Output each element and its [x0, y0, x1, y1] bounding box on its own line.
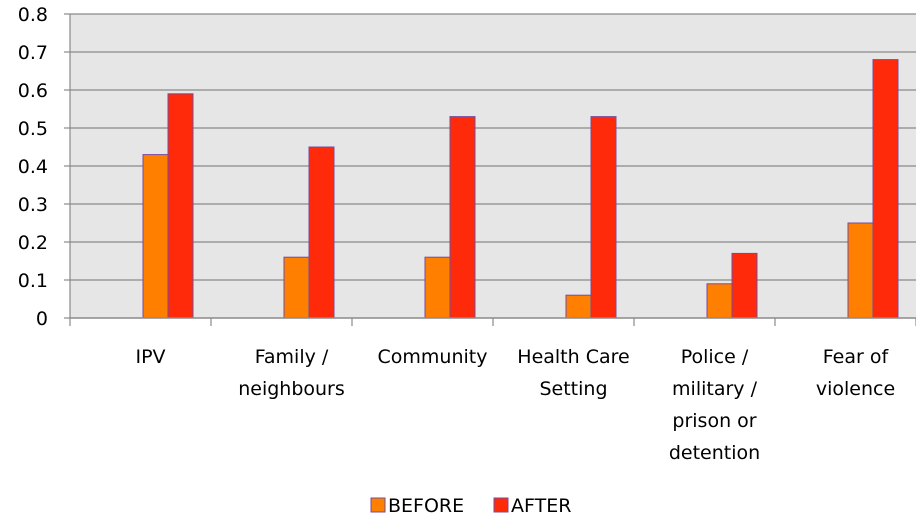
legend-swatch-before [370, 497, 386, 513]
y-tick-label: 0.7 [18, 42, 48, 64]
bar-before [847, 222, 874, 319]
legend-swatch-after [493, 497, 509, 513]
bar-after [449, 116, 476, 319]
bar-before [142, 154, 169, 319]
y-tick-label: 0.1 [18, 270, 48, 292]
bars [142, 59, 899, 319]
bar-after [872, 59, 899, 319]
y-tick-label: 0.6 [18, 80, 48, 102]
y-tick-label: 0.3 [18, 194, 48, 216]
bar-after [731, 252, 758, 319]
category-label: Fear of violence [816, 346, 895, 400]
bar-after [308, 146, 335, 319]
category-label: Police / military / prison or detention [669, 346, 760, 464]
y-tick-label: 0.8 [18, 4, 48, 26]
y-tick-label: 0 [36, 308, 48, 330]
legend-label-before: BEFORE [388, 495, 464, 517]
legend-label-after: AFTER [511, 495, 571, 517]
y-tick-label: 0.4 [18, 156, 48, 178]
bar-before [424, 256, 451, 319]
legend: BEFORE AFTER [370, 495, 571, 517]
bar-after [167, 93, 194, 319]
y-axis-ticks: 0 0.1 0.2 0.3 0.4 0.5 0.6 0.7 0.8 [18, 4, 71, 330]
y-tick-label: 0.2 [18, 232, 48, 254]
category-label: Health Care Setting [517, 346, 629, 400]
bar-after [590, 116, 617, 319]
category-label: Community [378, 346, 488, 368]
bar-before [565, 294, 592, 319]
category-label: Family / neighbours [238, 346, 345, 400]
x-axis [69, 317, 916, 326]
gridlines [70, 13, 916, 281]
bar-before [283, 256, 310, 319]
bar-before [706, 283, 733, 319]
category-labels: IPV Family / neighbours Community Health Car… [135, 346, 895, 464]
y-tick-label: 0.5 [18, 118, 48, 140]
category-label: IPV [135, 346, 165, 368]
